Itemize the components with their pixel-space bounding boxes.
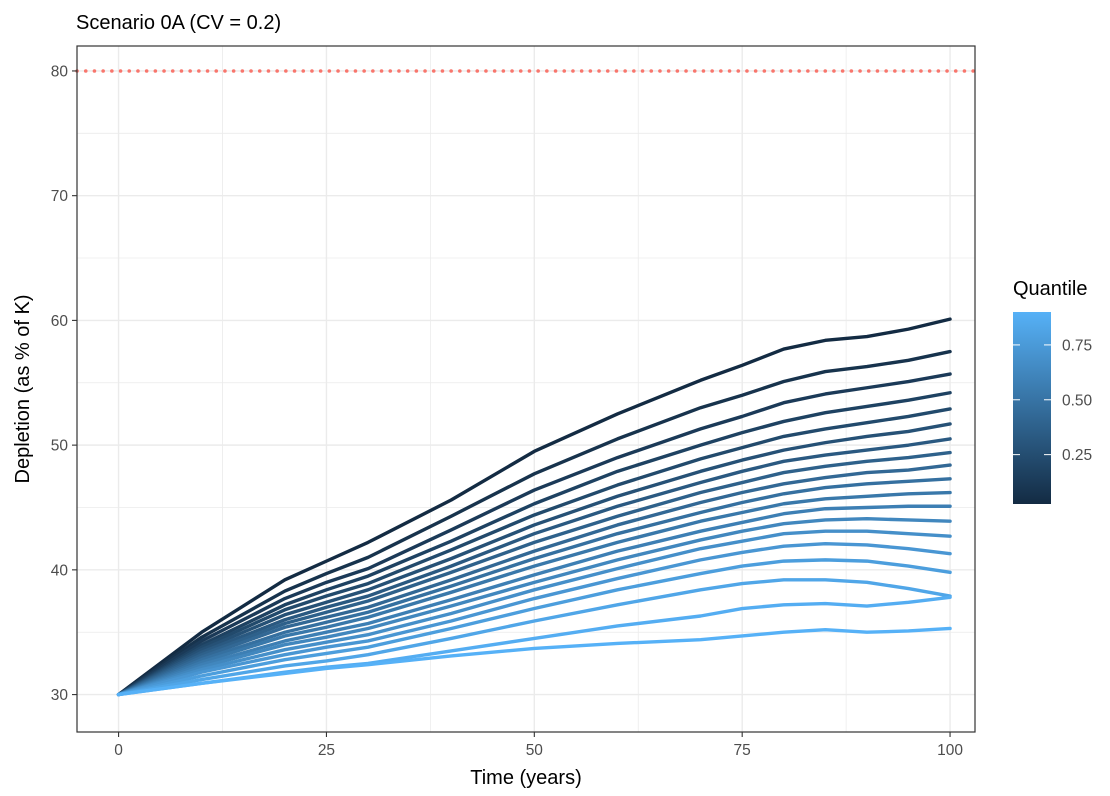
y-tick-label: 80 — [51, 63, 69, 80]
x-axis-title: Time (years) — [470, 767, 581, 789]
x-tick-label: 100 — [937, 742, 963, 759]
plot-panel-border — [76, 45, 976, 733]
series-line — [116, 541, 952, 697]
x-axis-ticks: 0 25 50 75 100 — [114, 732, 963, 759]
series-line — [116, 317, 952, 697]
y-tick-label: 70 — [51, 188, 69, 205]
series-line — [116, 450, 952, 697]
legend-tick-label: 0.75 — [1062, 337, 1092, 354]
y-tick-label: 30 — [51, 687, 69, 704]
series-line — [116, 578, 952, 697]
series-line — [116, 477, 952, 697]
series-line — [116, 437, 952, 697]
x-tick-label: 50 — [526, 742, 544, 759]
series-line — [116, 463, 952, 697]
y-tick-label: 40 — [51, 562, 69, 579]
x-tick-label: 25 — [318, 742, 335, 759]
grid — [77, 46, 975, 732]
legend-tick-label: 0.50 — [1062, 392, 1093, 409]
series-line — [116, 372, 952, 697]
y-tick-label: 50 — [51, 438, 69, 455]
y-tick-label: 60 — [51, 313, 69, 330]
legend: Quantile 0.75 0.50 0.25 — [1013, 278, 1093, 504]
series-line — [116, 626, 952, 697]
x-tick-label: 0 — [114, 742, 123, 759]
series-lines — [116, 317, 952, 697]
series-line — [116, 529, 952, 697]
series-line — [116, 407, 952, 697]
series-line — [116, 422, 952, 697]
series-line — [116, 490, 952, 697]
legend-tick-label: 0.25 — [1062, 447, 1092, 464]
y-axis-ticks: 30 40 50 60 70 80 — [51, 63, 77, 704]
series-line — [116, 558, 952, 697]
series-line — [116, 349, 952, 697]
series-line — [116, 517, 952, 697]
y-axis-title: Depletion (as % of K) — [12, 295, 34, 484]
legend-title: Quantile — [1013, 278, 1088, 300]
series-line — [116, 391, 952, 697]
series-line — [116, 504, 952, 697]
legend-colorbar — [1013, 312, 1051, 504]
chart-title: Scenario 0A (CV = 0.2) — [76, 12, 281, 34]
x-tick-label: 75 — [734, 742, 751, 759]
